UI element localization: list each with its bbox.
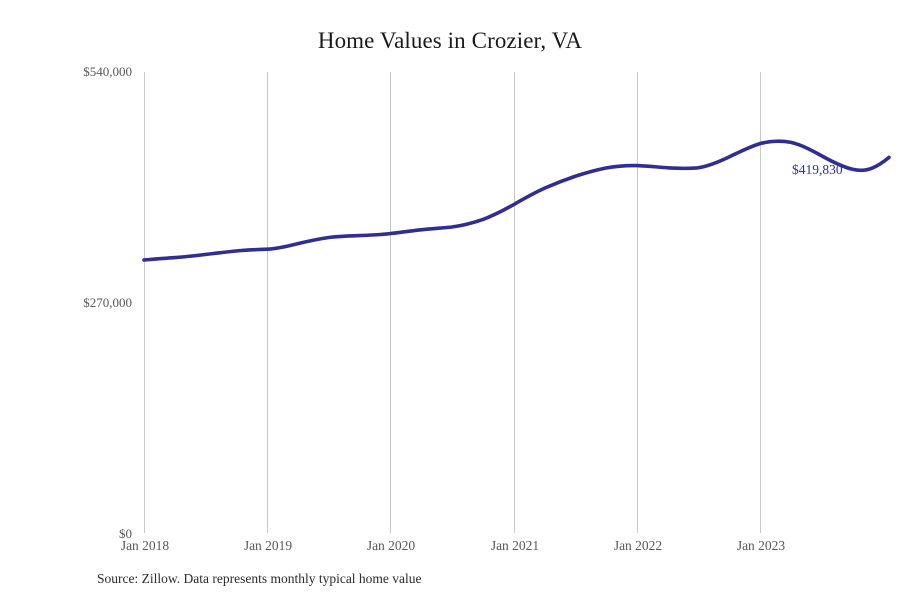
chart-title: Home Values in Crozier, VA bbox=[317, 28, 583, 53]
x-axis-label-jan-2018: Jan 2018 bbox=[120, 538, 170, 553]
source-note: Source: Zillow. Data represents monthly … bbox=[97, 571, 422, 586]
x-axis-label-jan-2023: Jan 2023 bbox=[736, 538, 786, 553]
end-value-annotation: $419,830 bbox=[792, 162, 843, 177]
gridline-jan-2022 bbox=[637, 72, 638, 533]
gridline-jan-2018 bbox=[144, 72, 145, 533]
gridline-jan-2020 bbox=[390, 72, 391, 533]
x-axis-label-jan-2021: Jan 2021 bbox=[490, 538, 540, 553]
y-axis-label-top: $540,000 bbox=[83, 64, 132, 79]
plot-area bbox=[142, 72, 891, 533]
home-value-line bbox=[142, 139, 891, 262]
y-axis-label-bottom: $0 bbox=[119, 526, 132, 541]
line-series-svg bbox=[142, 139, 891, 262]
x-axis-label-jan-2019: Jan 2019 bbox=[243, 538, 293, 553]
gridline-jan-2023 bbox=[760, 72, 761, 533]
y-axis: $540,000 $270,000 $0 bbox=[0, 0, 132, 600]
x-axis-label-jan-2022: Jan 2022 bbox=[613, 538, 663, 553]
x-axis-label-jan-2020: Jan 2020 bbox=[366, 538, 416, 553]
x-axis: Jan 2018 Jan 2019 Jan 2020 Jan 2021 Jan … bbox=[0, 538, 900, 562]
y-axis-label-mid: $270,000 bbox=[83, 295, 132, 310]
gridline-jan-2019 bbox=[267, 72, 268, 533]
gridline-jan-2021 bbox=[514, 72, 515, 533]
